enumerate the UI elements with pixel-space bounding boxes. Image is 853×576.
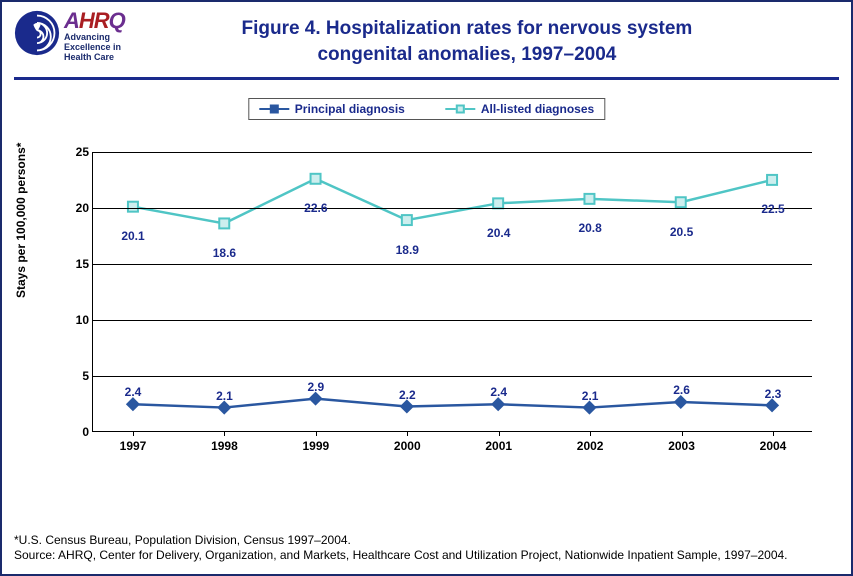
x-tick-mark [407, 431, 408, 436]
footnote-line: *U.S. Census Bureau, Population Division… [14, 533, 839, 549]
footnote-line: Source: AHRQ, Center for Delivery, Organ… [14, 548, 839, 564]
data-label: 2.3 [765, 387, 782, 401]
logo-block: AHRQ Advancing Excellence in Health Care [14, 10, 125, 63]
data-label: 20.8 [578, 221, 601, 235]
series-marker [128, 202, 138, 212]
x-tick-mark [590, 431, 591, 436]
data-label: 18.6 [213, 246, 236, 260]
ahrq-hr: HR [79, 8, 109, 33]
plot-area: 0510152025199719981999200020012002200320… [92, 152, 812, 432]
legend-label: Principal diagnosis [295, 102, 405, 116]
series-marker [674, 395, 688, 409]
ahrq-q: Q [109, 8, 125, 33]
data-label: 22.5 [761, 202, 784, 216]
y-tick-label: 5 [59, 369, 89, 383]
x-tick-mark [499, 431, 500, 436]
series-marker [584, 194, 594, 204]
series-marker [400, 400, 414, 414]
x-tick-label: 2004 [760, 439, 787, 453]
data-label: 2.4 [490, 385, 507, 399]
series-marker [126, 397, 140, 411]
series-marker [582, 401, 596, 415]
gridline [93, 376, 812, 377]
x-tick-mark [224, 431, 225, 436]
x-tick-mark [773, 431, 774, 436]
ahrq-a: A [64, 8, 79, 33]
data-label: 2.2 [399, 388, 416, 402]
series-marker [765, 399, 779, 413]
data-label: 2.4 [125, 385, 142, 399]
x-tick-mark [133, 431, 134, 436]
diamond-icon [269, 105, 278, 114]
series-marker [217, 401, 231, 415]
y-tick-label: 20 [59, 201, 89, 215]
x-tick-label: 1999 [302, 439, 329, 453]
ahrq-logo: AHRQ Advancing Excellence in Health Care [64, 10, 125, 63]
legend-item-alllisted: All-listed diagnoses [445, 102, 594, 116]
gridline [93, 320, 812, 321]
y-tick-label: 15 [59, 257, 89, 271]
series-marker [767, 175, 777, 185]
data-label: 18.9 [396, 243, 419, 257]
data-label: 20.5 [670, 225, 693, 239]
series-marker [311, 174, 321, 184]
x-tick-mark [316, 431, 317, 436]
legend-label: All-listed diagnoses [481, 102, 594, 116]
x-tick-label: 2002 [577, 439, 604, 453]
series-marker [676, 198, 686, 208]
x-tick-label: 1998 [211, 439, 238, 453]
chart-region: Principal diagnosis All-listed diagnoses… [22, 98, 831, 488]
series-marker [491, 397, 505, 411]
data-label: 20.1 [121, 229, 144, 243]
header: AHRQ Advancing Excellence in Health Care… [2, 2, 851, 73]
ahrq-mark: AHRQ [64, 10, 125, 32]
series-marker [308, 392, 322, 406]
x-tick-label: 1997 [120, 439, 147, 453]
footnotes: *U.S. Census Bureau, Population Division… [14, 533, 839, 564]
y-axis-label: Stays per 100,000 persons* [14, 143, 28, 298]
data-label: 2.6 [673, 383, 690, 397]
y-tick-label: 25 [59, 145, 89, 159]
y-tick-label: 0 [59, 425, 89, 439]
chart-svg [93, 152, 812, 431]
series-marker [219, 219, 229, 229]
data-label: 20.4 [487, 226, 510, 240]
x-tick-mark [682, 431, 683, 436]
figure-title: Figure 4. Hospitalization rates for nerv… [125, 10, 839, 67]
gridline [93, 152, 812, 153]
gridline [93, 264, 812, 265]
y-tick-label: 10 [59, 313, 89, 327]
x-tick-label: 2001 [485, 439, 512, 453]
series-marker [402, 215, 412, 225]
x-tick-label: 2000 [394, 439, 421, 453]
legend-item-principal: Principal diagnosis [259, 102, 405, 116]
square-icon [455, 105, 464, 114]
ahrq-tagline: Advancing Excellence in Health Care [64, 33, 125, 63]
legend: Principal diagnosis All-listed diagnoses [248, 98, 605, 120]
data-label: 2.9 [308, 380, 325, 394]
data-label: 22.6 [304, 201, 327, 215]
x-tick-label: 2003 [668, 439, 695, 453]
gridline [93, 208, 812, 209]
hhs-logo-icon [14, 10, 60, 56]
data-label: 2.1 [582, 389, 599, 403]
header-rule [14, 77, 839, 80]
series-marker [493, 199, 503, 209]
figure-frame: AHRQ Advancing Excellence in Health Care… [0, 0, 853, 576]
data-label: 2.1 [216, 389, 233, 403]
